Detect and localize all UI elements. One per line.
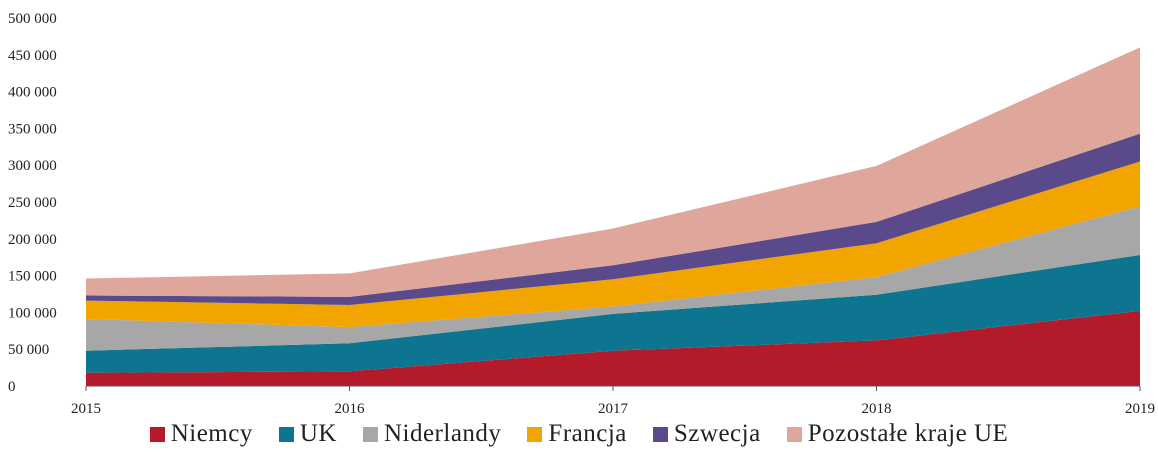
x-axis-tick-label: 2016 [335,401,366,417]
legend-label: Francja [548,420,627,447]
y-axis-tick-label: 400 000 [8,85,57,101]
legend-item: Szwecja [652,420,761,448]
x-axis-tick-label: 2017 [598,401,629,417]
legend-item: Niderlandy [362,420,502,448]
axis-layer [85,385,1141,391]
x-axis-tick-label: 2019 [1125,401,1155,417]
area-series-niemcy [86,310,1140,386]
legend-label: Niemcy [170,420,253,447]
legend-swatch [278,426,294,442]
area-series-niderlandy [86,206,1140,351]
legend-item: Francja [527,420,626,448]
legend-item: Niemcy [149,420,253,448]
legend-swatch [786,426,802,442]
legend-swatch [149,426,165,442]
y-axis-tick-label: 100 000 [8,305,57,321]
y-axis-tick-label: 450 000 [8,48,57,64]
y-axis-tick-label: 350 000 [8,121,57,137]
area-series-szwecja [86,133,1140,305]
y-axis-tick-label: 150 000 [8,269,57,285]
legend-label: Pozostałe kraje UE [807,420,1009,447]
area-series-francja [86,161,1140,328]
legend-swatch [527,426,543,442]
x-axis-tick-labels: 2015 2016 2017 2018 2019 [71,401,1155,417]
x-axis-tick-label: 2018 [862,401,892,417]
y-axis-tick-label: 0 [8,379,16,395]
areas-layer [86,47,1140,386]
y-axis-tick-labels: 0 50 000 100 000 150 000 200 000 250 000 300 0… [8,11,57,395]
legend-item: Pozostałe kraje UE [786,420,1009,448]
chart-plot: 0 50 000 100 000 150 000 200 000 250 000 300 0… [8,11,1155,417]
legend-label: Niderlandy [383,420,502,447]
y-axis-tick-label: 50 000 [8,342,49,358]
legend-item: UK [278,420,337,448]
chart-legend: Niemcy UK Niderlandy Francja Szwecja Pozostał… [0,420,1158,448]
legend-swatch [362,426,378,442]
legend-label: Szwecja [673,420,761,447]
y-axis-tick-label: 250 000 [8,195,57,211]
x-axis-tick-label: 2015 [71,401,101,417]
y-axis-tick-label: 300 000 [8,158,57,174]
legend-swatch [652,426,668,442]
y-axis-tick-label: 500 000 [8,11,57,27]
legend-label: UK [299,420,337,447]
y-axis-tick-label: 200 000 [8,232,57,248]
area-series-pozostałe-kraje-ue [86,47,1140,297]
